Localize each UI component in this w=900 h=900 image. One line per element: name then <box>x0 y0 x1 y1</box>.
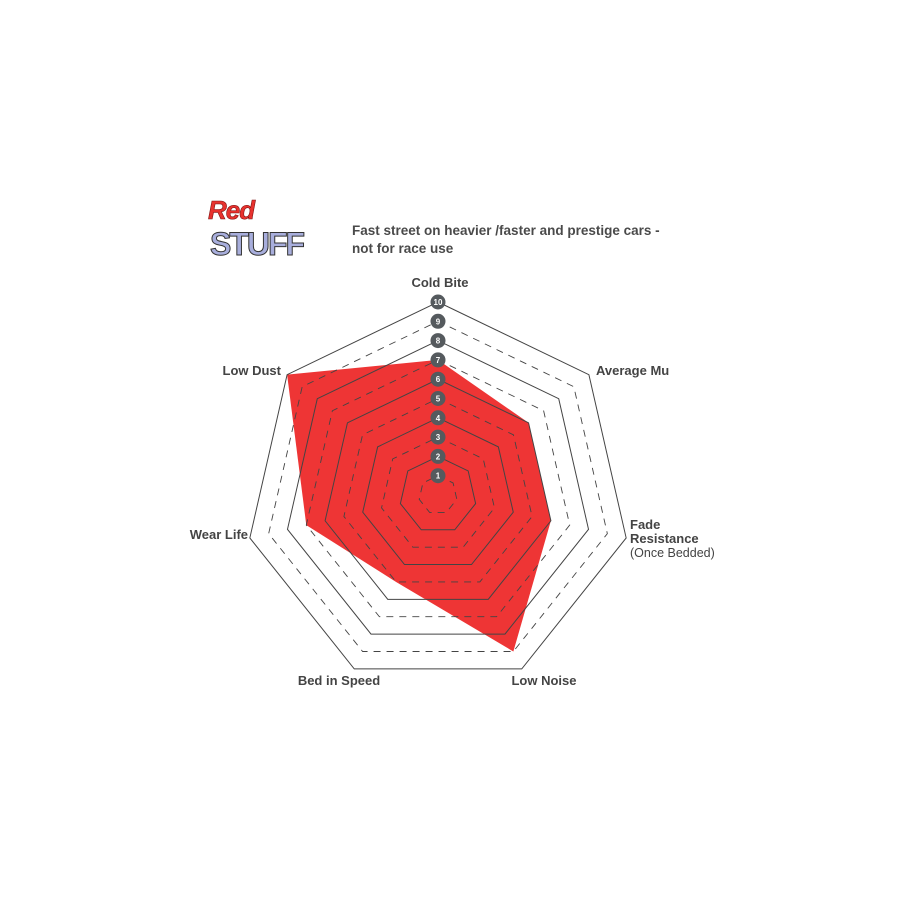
scale-badge-8 <box>430 333 446 349</box>
scale-tick-label: 6 <box>436 375 441 384</box>
scale-badge-3 <box>430 429 446 445</box>
scale-tick-label: 7 <box>436 356 441 365</box>
scale-tick-label: 9 <box>436 317 441 326</box>
grid-ring-10 <box>249 301 627 670</box>
grid-ring-6 <box>324 378 552 600</box>
scale-badge-7 <box>430 352 446 368</box>
grid-ring-8 <box>286 340 590 635</box>
grid-ring-2 <box>399 455 477 531</box>
chart-subtitle: Fast street on heavier /faster and prest… <box>352 223 660 256</box>
scale-tick-label: 2 <box>436 452 441 461</box>
red-stuff-logo: Red STUFF <box>206 196 306 266</box>
scale-tick-label: 10 <box>434 298 443 307</box>
scale-badge-9 <box>430 313 446 329</box>
scale-badge-10 <box>430 294 446 310</box>
axis-label: Average Mu <box>596 363 669 378</box>
axis-label: Resistance <box>630 531 699 546</box>
scale-tick-label: 5 <box>436 395 441 404</box>
grid-ring-9 <box>268 320 608 652</box>
axis-label: Low Dust <box>223 363 282 378</box>
logo-red: Red <box>208 195 256 225</box>
scale-tick-label: 1 <box>436 472 441 481</box>
axis-label: Wear Life <box>190 527 248 542</box>
scale-badge-2 <box>430 448 446 464</box>
scale-tick-label: 4 <box>436 414 441 423</box>
axis-label-note: (Once Bedded) <box>630 546 715 560</box>
axis-label: Fade <box>630 517 660 532</box>
scale-badge-1 <box>430 468 446 484</box>
grid-ring-5 <box>343 398 533 583</box>
logo-stuff: STUFF <box>209 226 305 263</box>
grid-ring-1 <box>418 475 458 513</box>
scale-badge-5 <box>430 391 446 406</box>
grid-ring-7 <box>305 359 571 618</box>
scale-tick-label: 3 <box>436 433 441 442</box>
data-area <box>287 359 551 652</box>
grid-ring-3 <box>381 436 495 548</box>
axis-label: Low Noise <box>511 673 576 688</box>
scale-tick-label: 8 <box>436 337 441 346</box>
scale-badge-6 <box>430 371 446 387</box>
scale-badge-4 <box>430 410 446 426</box>
axis-label: Cold Bite <box>411 275 468 290</box>
grid-ring-4 <box>362 417 514 566</box>
axis-label: Bed in Speed <box>298 673 380 688</box>
